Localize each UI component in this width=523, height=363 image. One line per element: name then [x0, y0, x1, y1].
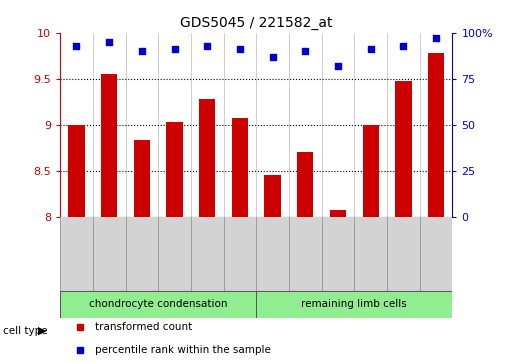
- Bar: [256, 290, 452, 318]
- Point: [203, 43, 211, 49]
- Bar: [362, 125, 379, 217]
- Point: [105, 39, 113, 45]
- Point: [367, 46, 375, 52]
- Text: transformed count: transformed count: [95, 322, 192, 332]
- Point: [236, 46, 244, 52]
- Point: [432, 35, 440, 41]
- Bar: [134, 140, 150, 217]
- Text: chondrocyte condensation: chondrocyte condensation: [89, 299, 228, 309]
- Bar: [101, 74, 117, 217]
- Bar: [265, 175, 281, 217]
- Text: remaining limb cells: remaining limb cells: [301, 299, 407, 309]
- Bar: [60, 290, 256, 318]
- Bar: [428, 53, 444, 217]
- Bar: [166, 122, 183, 217]
- Bar: [232, 118, 248, 217]
- Point: [138, 48, 146, 54]
- Text: cell type: cell type: [3, 326, 47, 336]
- Title: GDS5045 / 221582_at: GDS5045 / 221582_at: [180, 16, 333, 30]
- Point: [334, 63, 342, 69]
- Text: ▶: ▶: [38, 326, 46, 336]
- Bar: [395, 81, 412, 217]
- Point: [72, 43, 81, 49]
- Bar: [69, 125, 85, 217]
- Point: [170, 46, 179, 52]
- Point: [301, 48, 310, 54]
- Bar: [199, 99, 215, 217]
- Bar: [297, 152, 313, 217]
- Point: [268, 54, 277, 60]
- Bar: [330, 209, 346, 217]
- Text: percentile rank within the sample: percentile rank within the sample: [95, 346, 271, 355]
- Point: [399, 43, 407, 49]
